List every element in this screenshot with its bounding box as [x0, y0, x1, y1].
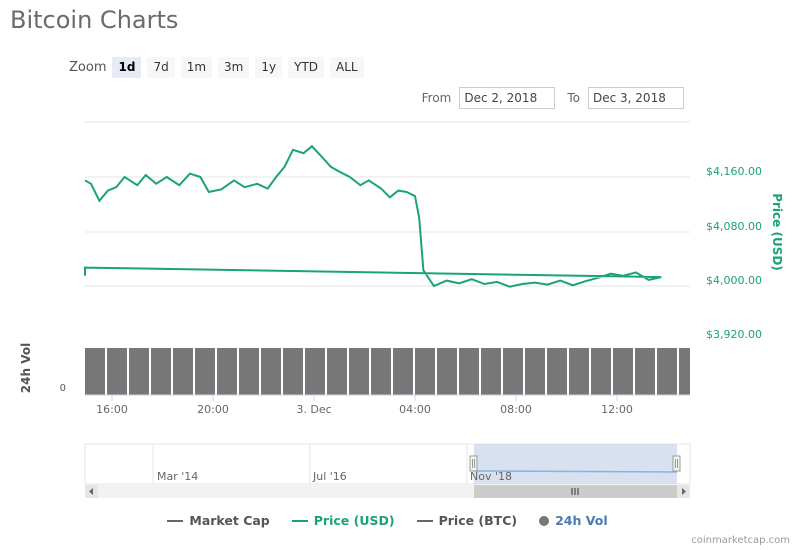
from-date-input[interactable]: [459, 87, 556, 109]
volume-bar: [569, 348, 589, 395]
legend-item-market-cap[interactable]: Market Cap: [167, 513, 270, 528]
volume-axis-title: 24h Vol: [19, 343, 33, 393]
volume-bar: [547, 348, 567, 395]
x-tick-label: 04:00: [399, 403, 431, 416]
navigator-handle-left[interactable]: [469, 455, 478, 472]
y-tick-label: $4,000.00: [706, 274, 762, 287]
date-range-selector: From To: [416, 87, 690, 109]
legend-label: Price (USD): [313, 513, 395, 528]
legend-dot-icon: [539, 515, 550, 526]
navigator-handle-right[interactable]: [672, 455, 681, 472]
volume-bar: [679, 348, 690, 395]
y-tick-label: $4,160.00: [706, 165, 762, 178]
volume-bar: [415, 348, 435, 395]
volume-bar: [217, 348, 237, 395]
zoom-1y-button[interactable]: 1y: [255, 56, 283, 78]
volume-bar: [305, 348, 325, 395]
volume-bar: [481, 348, 501, 395]
from-label: From: [421, 91, 452, 105]
zoom-7d-button[interactable]: 7d: [147, 56, 175, 78]
volume-bars: [85, 348, 690, 395]
to-label: To: [567, 91, 580, 105]
navigator-series-line: [473, 470, 678, 473]
legend-line-icon: [167, 519, 184, 522]
chevron-right-icon: [682, 488, 686, 495]
x-tick-label: 08:00: [500, 403, 532, 416]
x-tick-label: 16:00: [96, 403, 128, 416]
legend-line-icon: [291, 519, 308, 522]
price-usd-line: [84, 144, 662, 288]
volume-bar: [393, 348, 413, 395]
chevron-left-icon: [89, 488, 93, 495]
volume-bar: [635, 348, 655, 395]
navigator-label: Mar '14: [157, 470, 198, 483]
volume-zero-label: 0: [60, 383, 66, 394]
y-tick-label: $4,080.00: [706, 220, 762, 233]
credit-link[interactable]: coinmarketcap.com: [691, 535, 790, 546]
volume-bar: [525, 348, 545, 395]
x-axis-ticks: 16:00 20:00 3. Dec 04:00 08:00 12:00: [96, 395, 633, 416]
volume-bar: [613, 348, 633, 395]
zoom-ytd-button[interactable]: YTD: [288, 56, 325, 78]
navigator-label: Jul '16: [312, 470, 347, 483]
volume-bar: [283, 348, 303, 395]
zoom-all-button[interactable]: ALL: [330, 56, 364, 78]
legend-label: Price (BTC): [438, 513, 518, 528]
legend-label: Market Cap: [189, 513, 270, 528]
zoom-3m-button[interactable]: 3m: [218, 56, 250, 78]
zoom-1d-button[interactable]: 1d: [112, 56, 142, 78]
navigator-label: Nov '18: [470, 470, 512, 483]
legend-line-icon: [416, 519, 433, 522]
navigator-selection[interactable]: [474, 444, 677, 484]
volume-bar: [173, 348, 193, 395]
zoom-label: Zoom: [69, 59, 107, 75]
volume-bar: [437, 348, 457, 395]
volume-bar: [239, 348, 259, 395]
volume-bar: [107, 348, 127, 395]
volume-bar: [327, 348, 347, 395]
volume-bar: [371, 348, 391, 395]
legend-item-price-btc[interactable]: Price (BTC): [416, 513, 518, 528]
volume-bar: [261, 348, 281, 395]
volume-bar: [129, 348, 149, 395]
price-chart: $4,160.00 $4,080.00 $4,000.00 $3,920.00 …: [19, 121, 784, 498]
legend-label: 24h Vol: [555, 513, 608, 528]
x-tick-label: 20:00: [197, 403, 229, 416]
y-axis-title: Price (USD): [770, 193, 784, 271]
navigator: Mar '14 Jul '16 Nov '18: [84, 443, 691, 485]
volume-bar: [459, 348, 479, 395]
zoom-controls: Zoom 1d 7d 1m 3m 1y YTD ALL: [69, 56, 370, 78]
volume-bar: [151, 348, 171, 395]
volume-bar: [591, 348, 611, 395]
y-tick-label: $3,920.00: [706, 328, 762, 341]
volume-bar: [85, 348, 105, 395]
x-tick-label: 3. Dec: [296, 403, 331, 416]
page-title: Bitcoin Charts: [10, 6, 179, 34]
to-date-input[interactable]: [588, 87, 684, 109]
volume-bar: [349, 348, 369, 395]
legend-item-24h-vol[interactable]: 24h Vol: [539, 513, 608, 528]
x-tick-label: 12:00: [601, 403, 633, 416]
volume-bar: [657, 348, 677, 395]
volume-bar: [503, 348, 523, 395]
zoom-1m-button[interactable]: 1m: [180, 56, 213, 78]
scrollbar[interactable]: [85, 485, 690, 498]
legend-item-price-usd[interactable]: Price (USD): [291, 513, 395, 528]
legend: Market Cap Price (USD) Price (BTC) 24h V…: [0, 513, 775, 528]
volume-bar: [195, 348, 215, 395]
